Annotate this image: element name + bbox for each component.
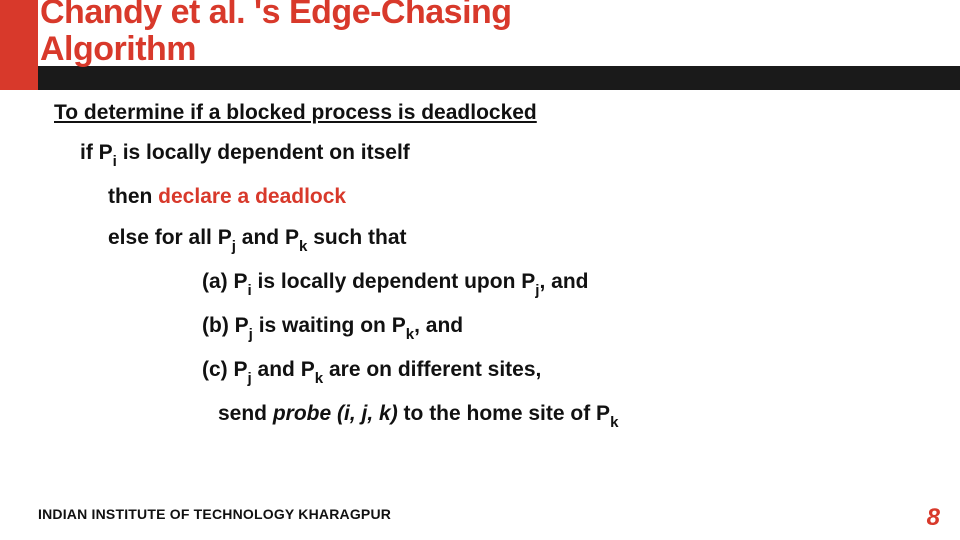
title-line-1: Chandy et al. 's Edge-Chasing: [40, 0, 512, 31]
cond-b: (b) Pj is waiting on Pk, and: [202, 313, 930, 343]
page-number: 8: [927, 504, 940, 532]
else-mid: and P: [236, 226, 299, 249]
cond-a: (a) Pi is locally dependent upon Pj, and: [202, 269, 930, 299]
b-post: , and: [414, 314, 463, 337]
send-line: send probe (i, j, k) to the home site of…: [218, 401, 930, 431]
if-post: is locally dependent on itself: [117, 141, 410, 164]
title-line-2: Algorithm: [40, 30, 196, 68]
subheading: To determine if a blocked process is dea…: [54, 100, 930, 126]
c-sub-k: k: [315, 370, 323, 387]
b-pre: (b) P: [202, 314, 249, 337]
else-pre: else for all P: [108, 226, 232, 249]
footer-institute: INDIAN INSTITUTE OF TECHNOLOGY KHARAGPUR: [38, 506, 391, 522]
slide-title: Chandy et al. 's Edge-Chasing Algorithm: [40, 0, 512, 67]
else-sub-j: j: [232, 238, 236, 255]
send-mid: to the home site of P: [398, 402, 610, 425]
header-band: Chandy et al. 's Edge-Chasing Algorithm: [0, 0, 960, 90]
then-clause: then declare a deadlock: [108, 184, 930, 210]
else-clause: else for all Pj and Pk such that: [108, 225, 930, 255]
cond-c: (c) Pj and Pk are on different sites,: [202, 357, 930, 387]
b-sub-j: j: [249, 326, 253, 343]
if-sub-i: i: [113, 153, 117, 170]
b-mid: is waiting on P: [253, 314, 406, 337]
a-post: , and: [539, 270, 588, 293]
send-pre: send: [218, 402, 273, 425]
if-pre: if P: [80, 141, 113, 164]
a-sub-i: i: [248, 282, 252, 299]
c-post: are on different sites,: [323, 358, 541, 381]
black-strip: [0, 66, 960, 90]
then-pre: then: [108, 185, 158, 208]
c-sub-j: j: [248, 370, 252, 387]
red-strip: [0, 0, 38, 90]
a-mid: is locally dependent upon P: [252, 270, 536, 293]
a-pre: (a) P: [202, 270, 248, 293]
c-mid: and P: [252, 358, 315, 381]
else-sub-k: k: [299, 238, 307, 255]
b-sub-k: k: [406, 326, 414, 343]
then-red: declare a deadlock: [158, 185, 346, 208]
send-sub-k: k: [610, 414, 618, 431]
if-clause: if Pi is locally dependent on itself: [80, 140, 930, 170]
a-sub-j: j: [535, 282, 539, 299]
content-body: To determine if a blocked process is dea…: [54, 100, 930, 445]
else-post: such that: [307, 226, 406, 249]
slide: Chandy et al. 's Edge-Chasing Algorithm …: [0, 0, 960, 540]
c-pre: (c) P: [202, 358, 248, 381]
send-probe: probe (i, j, k): [273, 402, 398, 425]
